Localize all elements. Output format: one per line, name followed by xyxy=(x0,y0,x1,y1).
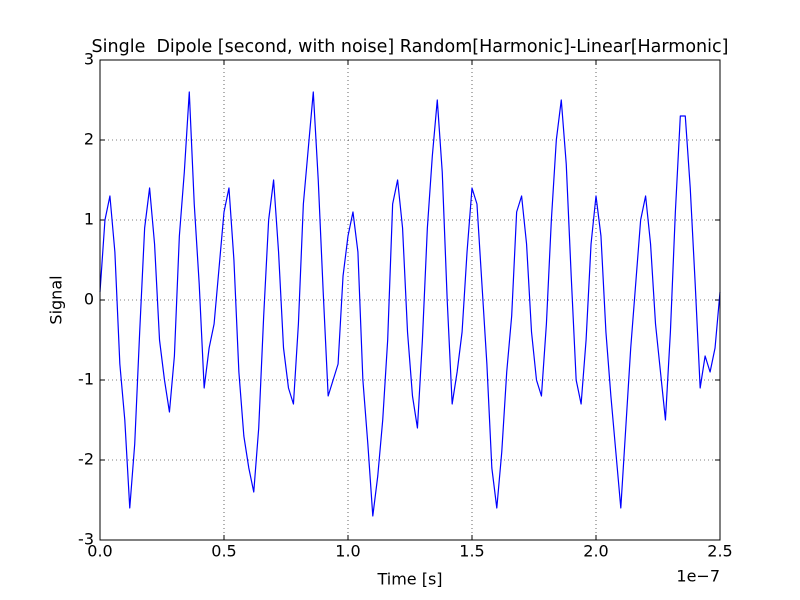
x-tick-label: 0.0 xyxy=(87,542,112,561)
y-tick-label: -2 xyxy=(78,450,94,469)
y-tick-label: 1 xyxy=(84,210,94,229)
plot-frame xyxy=(99,59,721,541)
signal-line xyxy=(99,91,721,517)
x-offset-label: 1e−7 xyxy=(676,567,720,586)
chart-title: Single Dipole [second, with noise] Rando… xyxy=(92,37,729,57)
y-tick-label: 3 xyxy=(84,50,94,69)
y-tick-label: 2 xyxy=(84,130,94,149)
x-tick-label: 1.5 xyxy=(459,542,484,561)
y-axis-label: Signal xyxy=(47,275,66,324)
x-tick-label: 2.5 xyxy=(707,542,732,561)
y-tick-label: -3 xyxy=(78,530,94,549)
x-tick-label: 2.0 xyxy=(583,542,608,561)
x-tick-label: 0.5 xyxy=(211,542,236,561)
x-tick-label: 1.0 xyxy=(335,542,360,561)
y-tick-label: 0 xyxy=(84,290,94,309)
y-tick-label: -1 xyxy=(78,370,94,389)
x-axis-label: Time [s] xyxy=(376,570,442,589)
